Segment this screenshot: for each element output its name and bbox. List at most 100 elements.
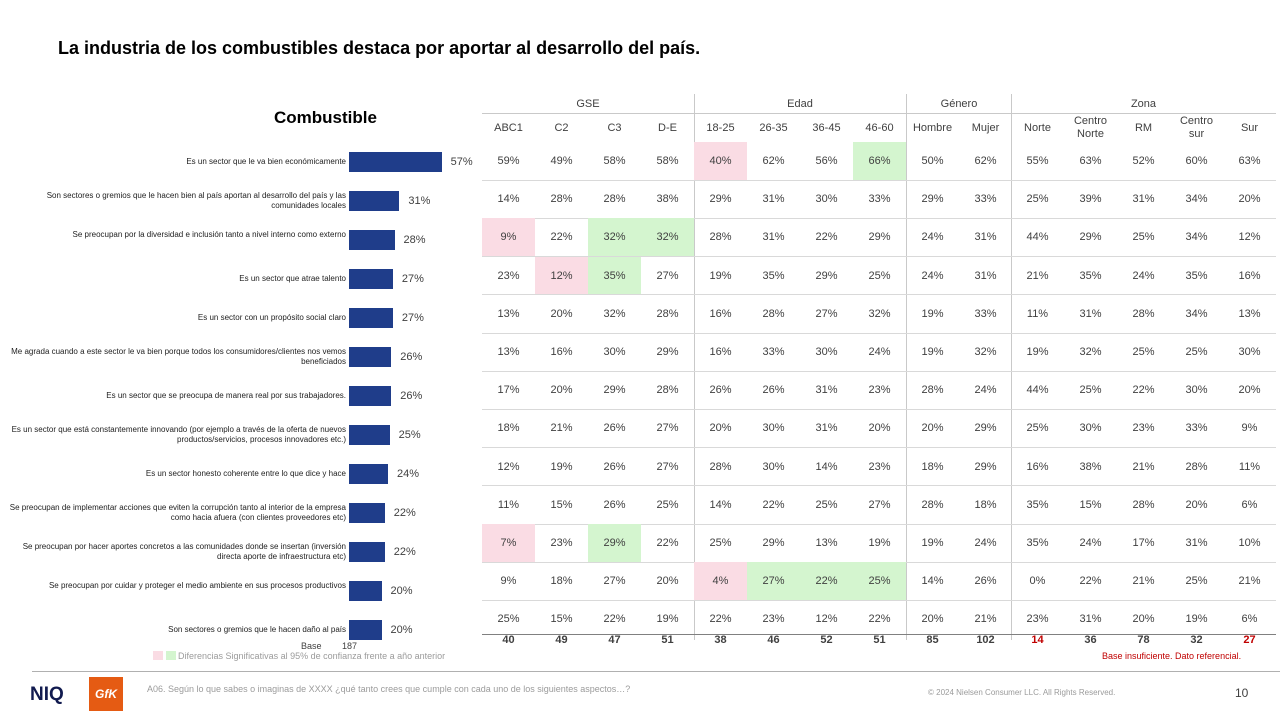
table-cell: 31%	[1185, 537, 1208, 549]
bar	[349, 308, 393, 328]
column-header: Mujer	[971, 122, 1000, 134]
table-cell: 6%	[1241, 498, 1258, 511]
table-cell: 25%	[1026, 422, 1049, 435]
table-cell: 17%	[1132, 537, 1155, 549]
table-cell: 22%	[1132, 384, 1155, 397]
table-cell: 22%	[762, 498, 785, 511]
table-cell: 14%	[921, 575, 944, 588]
table-cell: 22%	[709, 613, 732, 626]
table-cell: 44%	[1026, 231, 1049, 244]
table-cell: 23%	[1026, 613, 1049, 626]
table-cell: 29%	[974, 460, 997, 473]
gfk-logo: GfK	[89, 677, 123, 711]
table-cell: 16%	[709, 307, 732, 320]
table-cell: 23%	[868, 460, 891, 473]
bar-value-label: 57%	[450, 156, 473, 168]
table-cell: 31%	[762, 193, 785, 206]
table-cell: 14%	[709, 498, 732, 511]
table-cell: 25%	[815, 498, 838, 511]
chart-title: Combustible	[274, 108, 377, 127]
table-cell: 15%	[550, 613, 573, 626]
table-cell: 11%	[1026, 307, 1049, 320]
table-cell: 28%	[709, 460, 732, 473]
table-cell: 20%	[1238, 384, 1261, 397]
table-cell: 31%	[815, 422, 838, 435]
table-cell: 18%	[974, 498, 997, 511]
table-cell: 9%	[1241, 422, 1258, 435]
table-cell: 49%	[550, 155, 573, 167]
table-cell: 29%	[868, 231, 891, 244]
base-cell: 40	[502, 634, 515, 646]
bar-value-label: 22%	[393, 546, 416, 558]
table-cell: 30%	[762, 460, 785, 473]
row-divider	[482, 179, 1276, 181]
table-cell: 25%	[1026, 193, 1049, 206]
bar-value-label: 20%	[390, 585, 413, 597]
table-cell: 58%	[603, 155, 626, 167]
table-cell: 13%	[497, 307, 520, 320]
table-cell: 30%	[762, 422, 785, 435]
bar-value-label: 24%	[397, 468, 420, 480]
column-header: C3	[607, 122, 622, 134]
table-cell: 30%	[603, 346, 626, 358]
category-label: Es un sector honesto coherente entre lo …	[145, 469, 346, 478]
table-cell: 9%	[482, 218, 535, 257]
table-cell: 25%	[1132, 346, 1155, 358]
table-cell: 19%	[868, 537, 891, 549]
group-underline	[482, 113, 694, 114]
table-cell: 55%	[1026, 155, 1049, 167]
table-cell: 35%	[1026, 537, 1049, 549]
bar-value-label: 31%	[408, 195, 431, 207]
table-cell: 20%	[868, 422, 891, 435]
column-header: C2	[554, 122, 569, 134]
column-header: Centro Norte	[1073, 115, 1108, 140]
table-cell: 22%	[800, 562, 853, 601]
group-underline	[1011, 113, 1276, 114]
bar-value-label: 28%	[403, 234, 426, 246]
table-cell: 66%	[853, 142, 906, 180]
table-cell: 0%	[1029, 575, 1046, 588]
base-cell: 49	[555, 634, 568, 646]
table-cell: 63%	[1238, 155, 1261, 167]
row-divider	[482, 599, 1276, 601]
legend-green-swatch	[165, 651, 176, 660]
base-cell: 52	[820, 634, 833, 646]
table-cell: 28%	[762, 307, 785, 320]
table-cell: 28%	[1132, 307, 1155, 320]
table-cell: 20%	[1132, 613, 1155, 626]
bar	[349, 152, 442, 172]
bar	[349, 581, 382, 601]
table-cell: 24%	[1079, 537, 1102, 549]
column-header: Sur	[1240, 122, 1259, 134]
table-cell: 16%	[1238, 269, 1261, 282]
table-cell: 34%	[1185, 193, 1208, 206]
table-cell: 25%	[1132, 231, 1155, 244]
niq-logo: NIQ	[30, 684, 64, 705]
table-cell: 22%	[868, 613, 891, 626]
row-divider	[482, 332, 1276, 334]
table-cell: 19%	[1185, 613, 1208, 626]
table-cell: 12%	[1238, 231, 1261, 244]
bar	[349, 542, 385, 562]
table-cell: 28%	[921, 384, 944, 397]
table-cell: 7%	[482, 524, 535, 562]
table-cell: 30%	[815, 193, 838, 206]
table-cell: 20%	[550, 307, 573, 320]
column-header: 26-35	[759, 122, 788, 134]
bar	[349, 620, 382, 640]
table-cell: 6%	[1241, 613, 1258, 626]
bar-value-label: 27%	[401, 312, 424, 324]
table-cell: 27%	[656, 269, 679, 282]
category-label: Se preocupan por hacer aportes concretos…	[22, 542, 346, 561]
table-cell: 19%	[550, 460, 573, 473]
bar-value-label: 26%	[400, 351, 423, 363]
group-underline	[906, 113, 1012, 114]
table-cell: 44%	[1026, 384, 1049, 397]
group-underline	[694, 113, 906, 114]
table-cell: 27%	[815, 307, 838, 320]
table-cell: 28%	[921, 498, 944, 511]
table-cell: 58%	[656, 155, 679, 167]
table-cell: 21%	[1132, 460, 1155, 473]
table-cell: 29%	[709, 193, 732, 206]
table-cell: 23%	[1132, 422, 1155, 435]
